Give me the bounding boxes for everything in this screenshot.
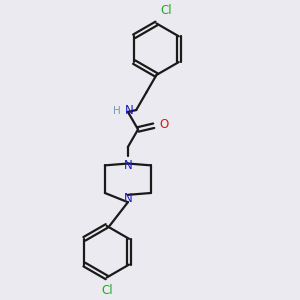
Text: N: N xyxy=(125,104,134,118)
Text: N: N xyxy=(124,159,132,172)
Text: Cl: Cl xyxy=(160,4,172,17)
Text: Cl: Cl xyxy=(101,284,112,297)
Text: H: H xyxy=(113,106,121,116)
Text: O: O xyxy=(159,118,169,131)
Text: N: N xyxy=(124,192,132,205)
